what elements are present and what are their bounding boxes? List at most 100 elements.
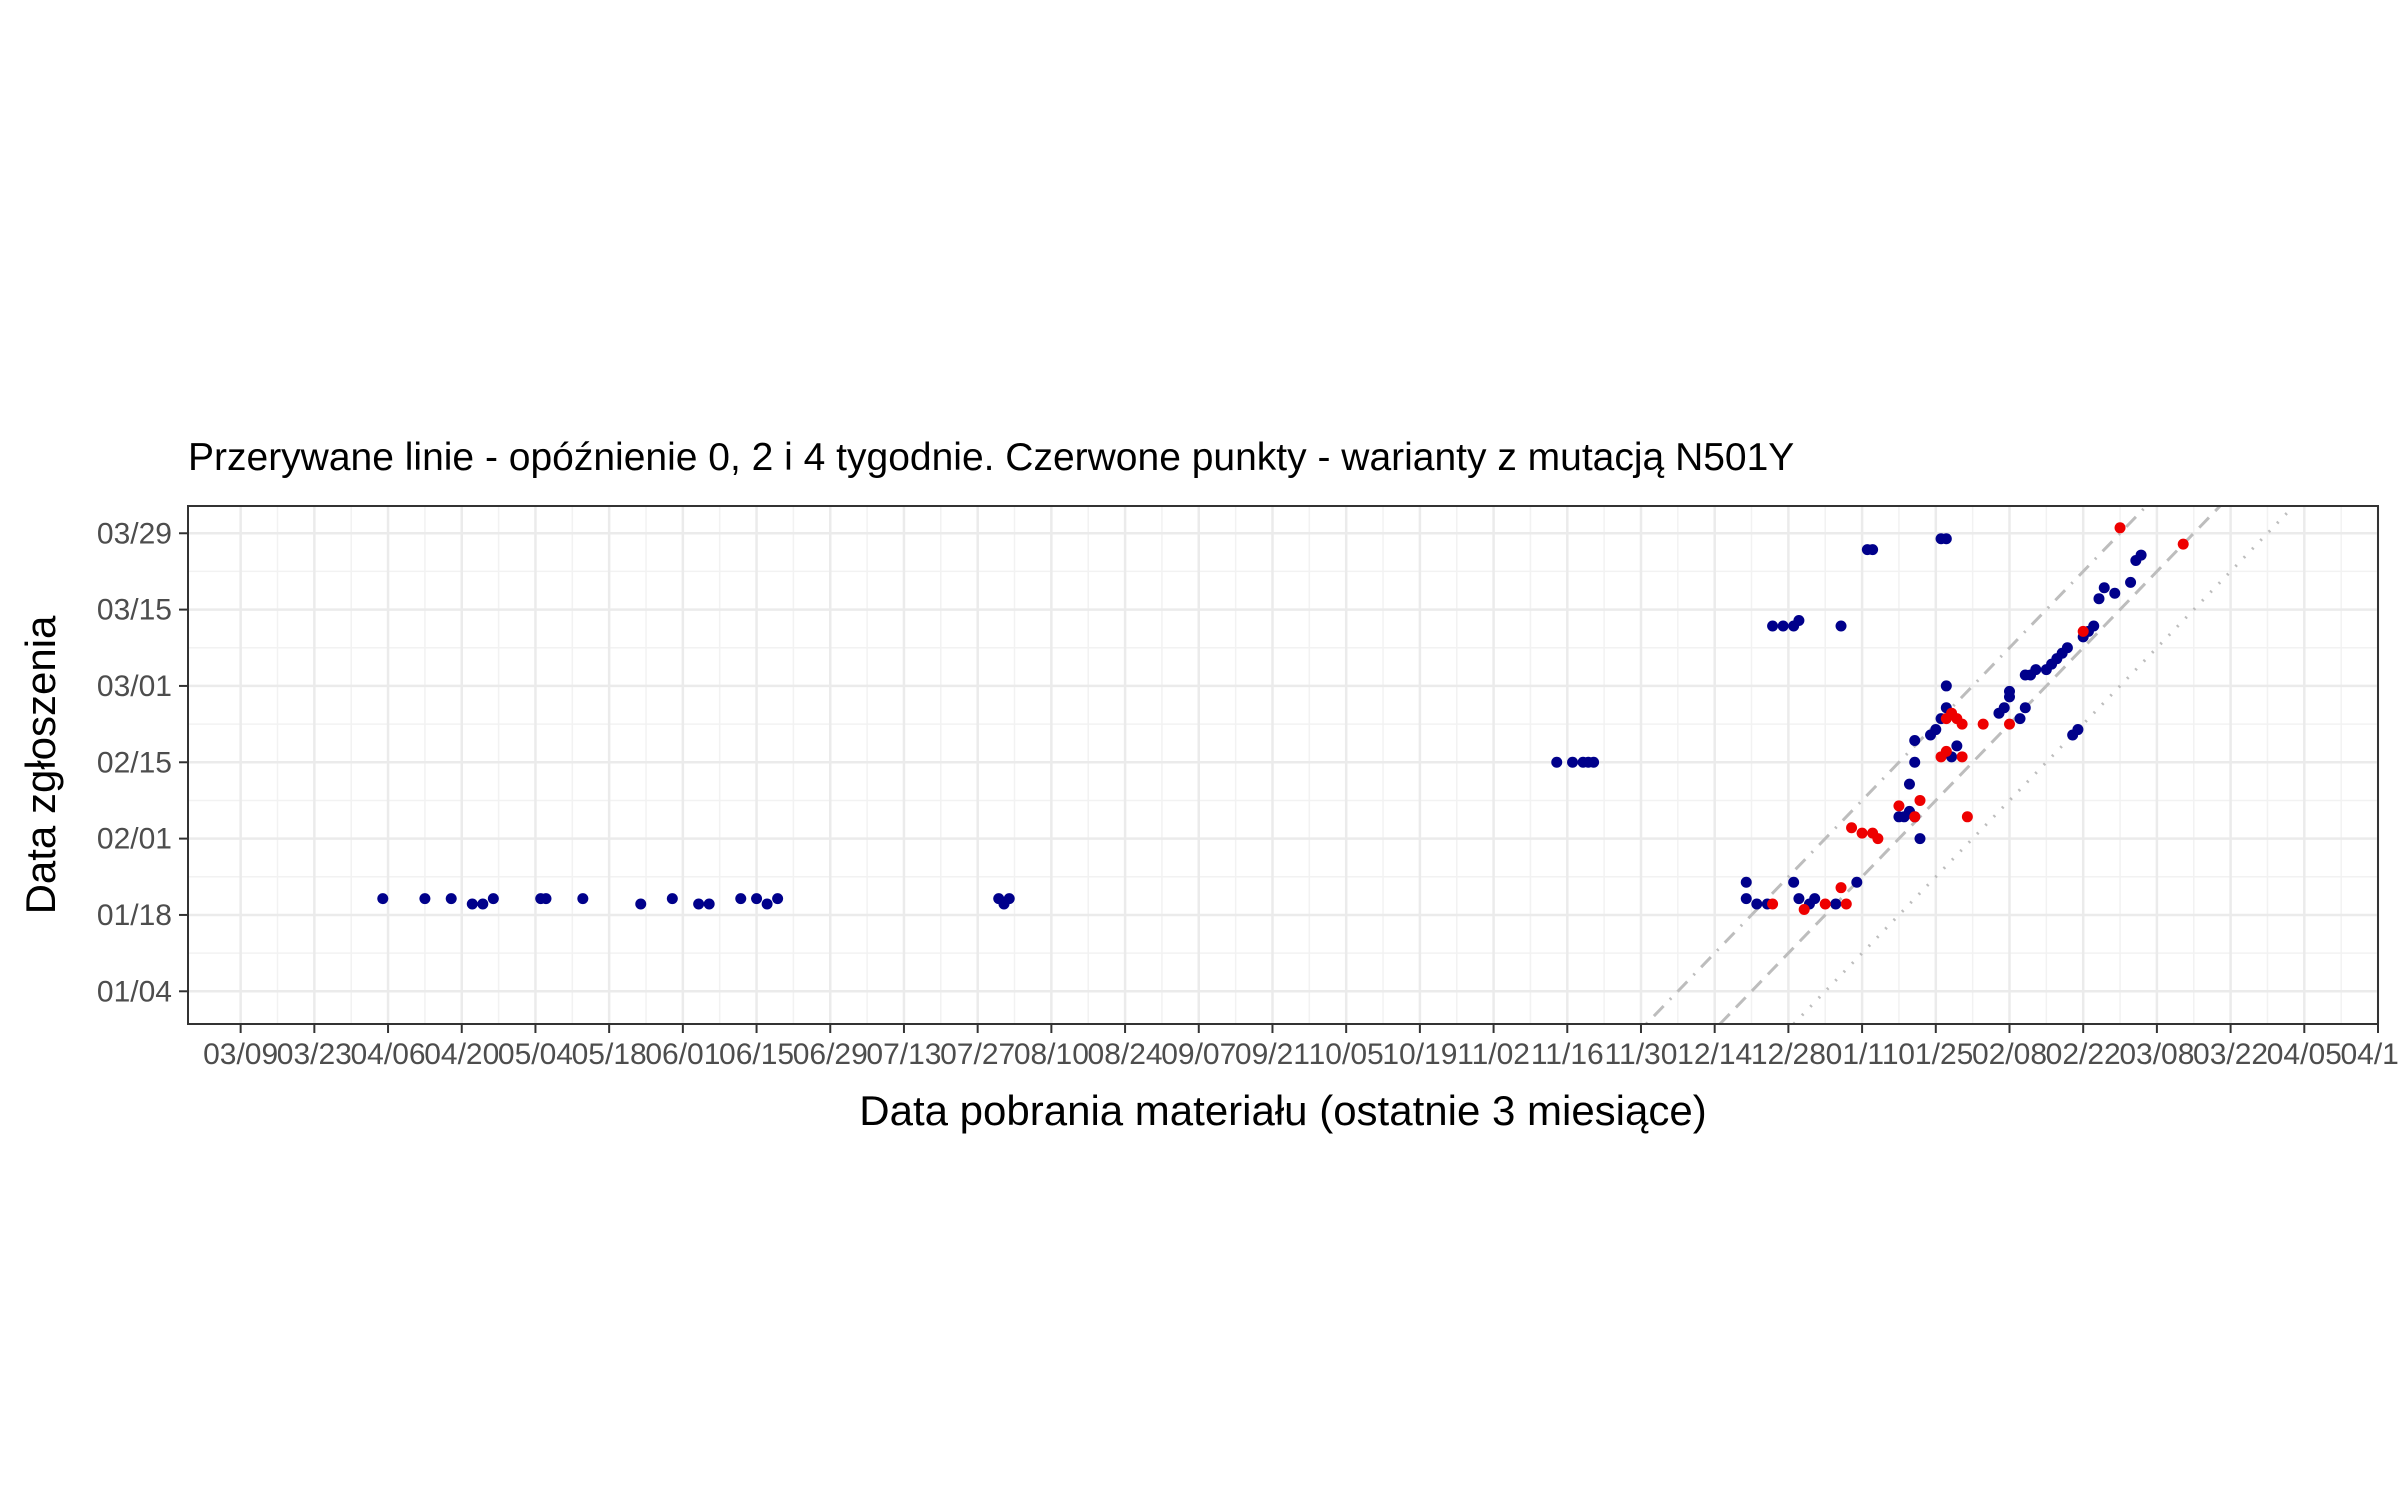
data-point — [540, 893, 552, 905]
reference-line — [1645, 504, 2148, 1026]
data-point — [1835, 620, 1847, 632]
data-point — [2093, 593, 2105, 605]
x-axis: 03/0903/2304/0604/2005/0405/1806/0106/15… — [203, 1024, 2400, 1071]
n501y-point — [1819, 898, 1831, 910]
data-point — [1940, 533, 1952, 545]
data-point — [1909, 734, 1921, 746]
x-tick-label: 07/13 — [866, 1038, 941, 1071]
data-point — [1830, 898, 1842, 910]
data-point — [1777, 620, 1789, 632]
data-point — [377, 893, 389, 905]
data-point — [445, 893, 457, 905]
data-point — [2088, 620, 2100, 632]
data-point — [577, 893, 589, 905]
x-tick-label: 02/22 — [2046, 1038, 2121, 1071]
x-tick-label: 11/30 — [1605, 1038, 1678, 1071]
n501y-point — [1956, 718, 1968, 730]
y-tick-label: 03/01 — [97, 670, 172, 703]
x-axis-title: Data pobrania materiału (ostatnie 3 mies… — [859, 1087, 1706, 1134]
data-point — [419, 893, 431, 905]
data-point — [477, 898, 489, 910]
reference-lines — [1645, 504, 2295, 1026]
data-point — [1930, 724, 1942, 736]
n501y-point — [2077, 625, 2089, 637]
y-tick-label: 02/15 — [97, 746, 172, 779]
data-point — [1003, 893, 1015, 905]
data-point — [2072, 724, 2084, 736]
x-tick-label: 09/07 — [1161, 1038, 1236, 1071]
y-tick-label: 03/29 — [97, 517, 172, 550]
data-point — [466, 898, 478, 910]
x-tick-label: 12/28 — [1751, 1038, 1826, 1071]
x-tick-label: 09/21 — [1235, 1038, 1310, 1071]
y-tick-label: 03/15 — [97, 594, 172, 627]
data-point — [1951, 740, 1963, 752]
x-tick-label: 04/19 — [2340, 1038, 2400, 1071]
data-point — [1851, 876, 1863, 888]
x-tick-label: 06/15 — [719, 1038, 794, 1071]
data-point — [1940, 680, 1952, 692]
data-point — [2061, 642, 2073, 654]
n501y-point — [1893, 800, 1905, 812]
data-point — [1567, 756, 1579, 768]
n501y-point — [1767, 898, 1779, 910]
grid — [188, 506, 2380, 1024]
x-tick-label: 07/27 — [940, 1038, 1015, 1071]
data-point — [735, 893, 747, 905]
data-point — [1903, 778, 1915, 790]
data-point — [1740, 893, 1752, 905]
chart-title: Przerywane linie - opóźnienie 0, 2 i 4 t… — [188, 436, 1794, 479]
x-tick-label: 02/08 — [1972, 1038, 2047, 1071]
data-point — [2014, 713, 2026, 725]
x-tick-label: 05/04 — [498, 1038, 573, 1071]
x-tick-label: 03/08 — [2119, 1038, 2194, 1071]
data-point — [1793, 615, 1805, 627]
reference-line — [1792, 504, 2295, 1026]
data-point — [2135, 549, 2147, 561]
data-point — [666, 893, 678, 905]
n501y-point — [1835, 882, 1847, 894]
data-point — [1793, 893, 1805, 905]
x-tick-label: 06/29 — [793, 1038, 868, 1071]
data-point — [1809, 893, 1821, 905]
plot-border — [187, 505, 2379, 1025]
data-point — [1909, 756, 1921, 768]
data-points — [377, 522, 2189, 915]
x-tick-label: 06/01 — [645, 1038, 720, 1071]
data-point — [1588, 756, 1600, 768]
data-point — [751, 893, 763, 905]
n501y-point — [2177, 538, 2189, 550]
data-point — [635, 898, 647, 910]
y-axis-title: Data zgłoszenia — [17, 615, 64, 914]
x-tick-label: 10/05 — [1309, 1038, 1384, 1071]
n501y-point — [1872, 833, 1884, 845]
n501y-point — [1956, 751, 1968, 763]
data-point — [2098, 582, 2110, 594]
data-point — [2019, 702, 2031, 714]
x-tick-label: 03/23 — [277, 1038, 352, 1071]
data-point — [487, 893, 499, 905]
x-tick-label: 10/19 — [1382, 1038, 1457, 1071]
n501y-point — [1909, 811, 1921, 823]
y-tick-label: 02/01 — [97, 823, 172, 856]
n501y-point — [1914, 794, 1926, 806]
data-point — [1914, 833, 1926, 845]
n501y-point — [1961, 811, 1973, 823]
x-tick-label: 08/10 — [1014, 1038, 1089, 1071]
n501y-point — [1940, 745, 1952, 757]
reference-line — [1718, 504, 2222, 1026]
x-tick-label: 08/24 — [1088, 1038, 1163, 1071]
n501y-point — [1846, 822, 1858, 834]
x-tick-label: 01/25 — [1898, 1038, 1973, 1071]
x-tick-label: 03/22 — [2193, 1038, 2268, 1071]
x-tick-label: 01/11 — [1826, 1038, 1899, 1071]
data-point — [1767, 620, 1779, 632]
x-tick-label: 04/06 — [351, 1038, 426, 1071]
x-tick-label: 03/09 — [203, 1038, 278, 1071]
data-point — [1867, 544, 1879, 556]
n501y-point — [2114, 522, 2126, 534]
data-point — [2125, 576, 2137, 588]
x-tick-label: 04/20 — [424, 1038, 499, 1071]
